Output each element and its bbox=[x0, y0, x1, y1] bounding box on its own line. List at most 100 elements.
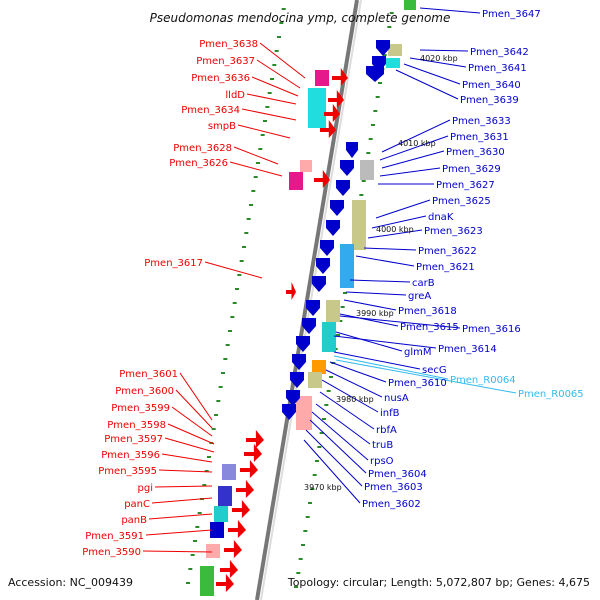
gene-label: Pmen_3615 bbox=[400, 322, 459, 333]
gene-block bbox=[210, 522, 224, 538]
minor-tick bbox=[366, 152, 371, 154]
reverse-gene-arrow bbox=[324, 104, 340, 122]
gene-label: Pmen_3634 bbox=[181, 105, 240, 116]
gene-label: Pmen_3626 bbox=[169, 158, 228, 169]
minor-tick bbox=[228, 330, 232, 332]
gene-label: rbfA bbox=[376, 425, 397, 436]
leader-line bbox=[381, 119, 451, 153]
minor-tick bbox=[373, 110, 378, 112]
minor-tick bbox=[319, 432, 324, 434]
leader-line bbox=[241, 108, 297, 121]
minor-tick bbox=[239, 260, 244, 262]
gene-block bbox=[352, 200, 366, 250]
reverse-gene-arrow bbox=[314, 170, 330, 188]
leader-line bbox=[333, 335, 437, 349]
gene-label: Pmen_3642 bbox=[470, 47, 529, 58]
minor-tick bbox=[312, 474, 317, 476]
reverse-gene-arrow bbox=[236, 480, 254, 498]
leader-line bbox=[379, 135, 449, 161]
leader-line bbox=[345, 291, 407, 296]
reverse-gene-arrow bbox=[232, 500, 250, 518]
gene-label: Pmen_3617 bbox=[144, 258, 203, 269]
gene-label: panB bbox=[121, 515, 147, 526]
leader-line bbox=[204, 261, 263, 279]
leader-line bbox=[179, 372, 213, 421]
gene-label: Pmen_3599 bbox=[111, 403, 170, 414]
leader-line bbox=[355, 255, 415, 267]
scale-label: 4010 kbp bbox=[398, 139, 436, 148]
gene-label: infB bbox=[380, 408, 400, 419]
reverse-gene-arrow bbox=[286, 282, 296, 300]
minor-tick bbox=[270, 78, 274, 80]
minor-tick bbox=[258, 148, 263, 150]
minor-tick bbox=[336, 334, 340, 336]
minor-tick bbox=[193, 540, 197, 542]
gene-block bbox=[200, 566, 214, 596]
gene-label: Pmen_3628 bbox=[173, 143, 232, 154]
leader-line bbox=[419, 7, 481, 14]
gene-label: Pmen_R0064 bbox=[450, 375, 516, 386]
minor-tick bbox=[274, 50, 279, 52]
gene-block bbox=[296, 396, 312, 430]
minor-tick bbox=[338, 320, 343, 322]
gene-label: Pmen_3630 bbox=[446, 147, 505, 158]
gene-label: secG bbox=[422, 365, 447, 376]
scale-label: 4000 kbp bbox=[376, 225, 414, 234]
gene-block bbox=[322, 322, 336, 352]
leader-line bbox=[325, 369, 383, 398]
minor-tick bbox=[216, 400, 221, 402]
minor-tick bbox=[329, 376, 333, 378]
leader-line bbox=[349, 279, 411, 283]
leader-line bbox=[371, 215, 427, 229]
forward-gene-arrow bbox=[302, 318, 316, 334]
gene-block bbox=[218, 486, 232, 506]
reverse-gene-arrow bbox=[228, 520, 246, 538]
gene-label: Pmen_3636 bbox=[191, 73, 250, 84]
gene-block bbox=[300, 160, 312, 172]
leader-line bbox=[256, 59, 301, 89]
leader-line bbox=[161, 453, 213, 463]
gene-label: Pmen_3637 bbox=[196, 56, 255, 67]
minor-tick bbox=[361, 180, 366, 182]
leader-line bbox=[251, 76, 299, 97]
minor-tick bbox=[223, 358, 228, 360]
minor-tick bbox=[246, 218, 251, 220]
gene-label: Pmen_3618 bbox=[398, 306, 457, 317]
minor-tick bbox=[230, 316, 235, 318]
gene-block bbox=[404, 0, 416, 10]
reverse-gene-arrow bbox=[220, 560, 238, 578]
forward-gene-arrow bbox=[330, 200, 344, 216]
gene-label: Pmen_3602 bbox=[362, 499, 421, 510]
leader-line bbox=[167, 423, 215, 445]
leader-line bbox=[335, 331, 403, 352]
leader-line bbox=[305, 429, 363, 487]
gene-label: Pmen_3597 bbox=[104, 434, 163, 445]
gene-label: Pmen_3595 bbox=[98, 466, 157, 477]
leader-line bbox=[329, 361, 387, 383]
forward-gene-arrow bbox=[316, 258, 330, 274]
minor-tick bbox=[211, 428, 216, 430]
gene-label: Pmen_3623 bbox=[424, 226, 483, 237]
gene-label: Pmen_3641 bbox=[468, 63, 527, 74]
leader-line bbox=[333, 355, 449, 380]
minor-tick bbox=[322, 418, 326, 420]
minor-tick bbox=[387, 26, 392, 28]
minor-tick bbox=[272, 64, 277, 66]
leader-line bbox=[151, 497, 213, 504]
minor-tick bbox=[242, 246, 246, 248]
gene-label: Pmen_3603 bbox=[364, 482, 423, 493]
minor-tick bbox=[305, 516, 310, 518]
reverse-gene-arrow bbox=[328, 90, 344, 108]
forward-gene-arrow bbox=[292, 354, 306, 370]
forward-gene-arrow bbox=[320, 240, 334, 256]
forward-gene-arrow bbox=[336, 180, 350, 196]
minor-tick bbox=[237, 274, 242, 276]
leader-line bbox=[333, 351, 421, 370]
leader-line bbox=[259, 42, 306, 79]
gene-label: Pmen_3616 bbox=[462, 324, 521, 335]
minor-tick bbox=[315, 460, 319, 462]
minor-tick bbox=[244, 232, 249, 234]
minor-tick bbox=[221, 372, 225, 374]
topology-text: Topology: circular; Length: 5,072,807 bp… bbox=[287, 576, 590, 589]
leader-line bbox=[343, 299, 397, 311]
